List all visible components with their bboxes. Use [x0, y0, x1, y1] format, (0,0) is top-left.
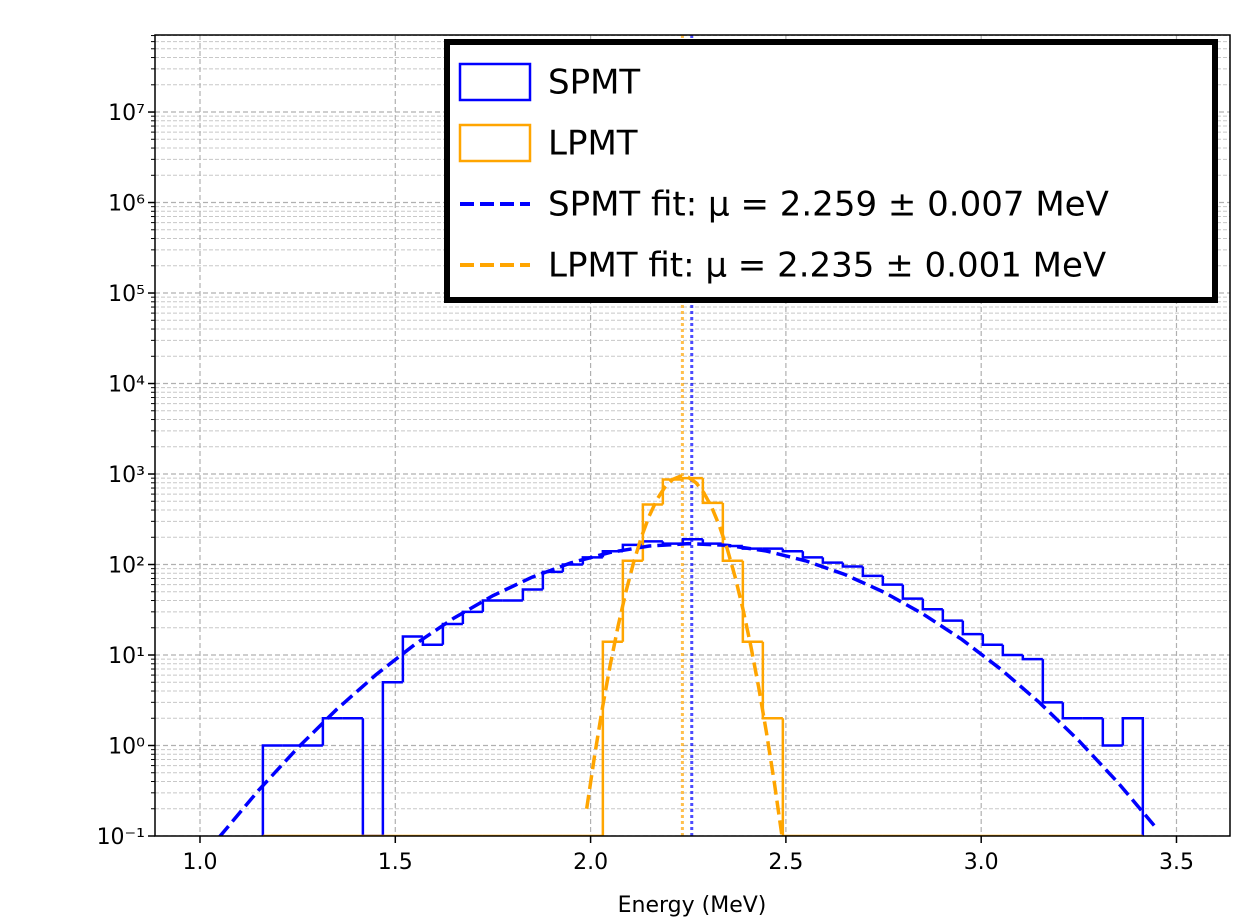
histogram-step	[781, 548, 803, 553]
histogram-step	[1101, 718, 1123, 747]
histogram-step	[361, 718, 383, 836]
histogram-step	[681, 538, 703, 544]
histogram-step	[641, 503, 663, 561]
y-tick-label: 10⁴	[108, 373, 145, 398]
histogram-step	[1041, 659, 1063, 704]
histogram-step	[861, 566, 883, 578]
histogram-step	[441, 622, 463, 645]
legend-swatch	[458, 62, 532, 102]
histogram-step	[581, 556, 603, 565]
y-tick-label: 10⁶	[108, 192, 145, 217]
fit-curve	[584, 474, 784, 836]
histogram-step	[741, 560, 763, 644]
histogram-step	[321, 717, 343, 746]
histogram-step	[961, 620, 983, 636]
histogram-step	[541, 570, 563, 590]
y-tick-label: 10¹	[108, 644, 145, 669]
y-tick-label: 10⁵	[108, 282, 145, 307]
legend-label: LPMT	[548, 124, 638, 164]
y-tick-label: 10²	[108, 554, 145, 579]
legend-box	[444, 39, 1218, 303]
histogram-step	[761, 641, 783, 720]
histogram-step	[481, 599, 503, 612]
y-tick-label: 10⁻¹	[97, 825, 145, 850]
x-tick-label: 2.5	[768, 850, 803, 875]
histogram-step	[721, 502, 743, 563]
histogram-step	[681, 476, 703, 480]
y-tick-label: 10⁷	[108, 101, 145, 126]
histogram-step	[1121, 717, 1145, 836]
histogram-step	[901, 584, 923, 600]
histogram-step	[1021, 655, 1043, 661]
histogram-step	[881, 575, 903, 586]
x-tick-label: 1.5	[378, 850, 413, 875]
histogram-step	[801, 551, 823, 559]
histogram-step	[601, 640, 623, 836]
x-tick-label: 3.5	[1159, 850, 1194, 875]
x-tick-label: 3.0	[964, 850, 999, 875]
legend-label: SPMT fit: μ = 2.259 ± 0.007 MeV	[548, 185, 1109, 225]
x-tick-label: 2.0	[573, 850, 608, 875]
histogram-step	[621, 559, 643, 642]
histogram-step	[821, 557, 843, 564]
legend-swatch	[458, 123, 532, 163]
legend-label: LPMT fit: μ = 2.235 ± 0.001 MeV	[548, 246, 1106, 286]
histogram-step	[381, 681, 403, 836]
histogram-step	[1061, 702, 1083, 720]
histogram-step	[261, 744, 283, 836]
histogram-step	[941, 609, 963, 622]
x-tick-label: 1.0	[182, 850, 217, 875]
histogram-step	[401, 635, 423, 683]
histogram-step	[701, 478, 723, 505]
y-tick-label: 10³	[108, 463, 145, 488]
y-tick-label: 10⁰	[108, 735, 145, 760]
histogram-step	[921, 598, 943, 611]
fit-curve	[218, 541, 1159, 836]
histogram-step	[1001, 644, 1023, 657]
legend-label: SPMT	[548, 63, 640, 103]
x-axis-label: Energy (MeV)	[618, 893, 767, 918]
histogram-step	[461, 610, 483, 625]
histogram-step	[841, 562, 863, 568]
histogram-step	[781, 718, 803, 836]
histogram-step	[521, 588, 543, 601]
plot-frame	[154, 34, 1231, 837]
histogram-step	[981, 634, 1003, 646]
